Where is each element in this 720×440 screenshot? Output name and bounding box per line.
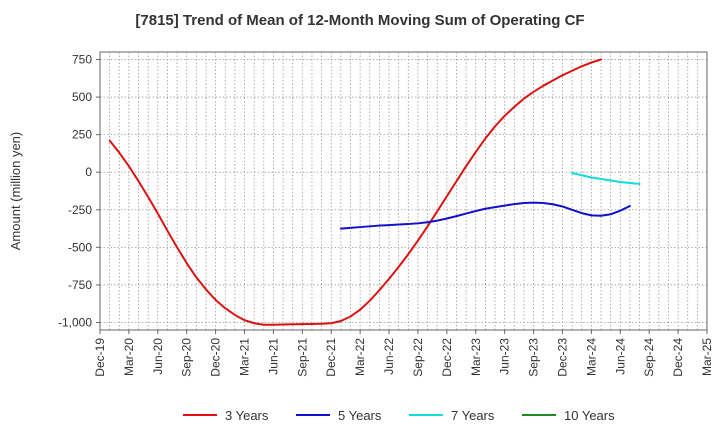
series-line-7-years [571, 171, 641, 185]
y-tick-label: 250 [72, 128, 92, 142]
x-tick-label: Mar-24 [584, 338, 598, 376]
y-tick-label: -500 [68, 240, 92, 254]
y-tick-label: 0 [85, 165, 92, 179]
x-tick-label: Sep-21 [295, 338, 309, 377]
plot-border [99, 51, 708, 331]
x-tick-label: Mar-20 [122, 338, 136, 376]
x-tick-label: Mar-25 [700, 338, 714, 376]
legend-label-3-years: 3 Years [225, 408, 269, 423]
legend-label-7-years: 7 Years [451, 408, 495, 423]
x-tick-label: Sep-23 [527, 338, 541, 377]
series-layer [108, 58, 641, 326]
y-tick-label: -750 [68, 278, 92, 292]
legend-label-10-years: 10 Years [564, 408, 615, 423]
x-tick-label: Jun-22 [382, 338, 396, 375]
x-tick-label: Dec-21 [324, 338, 338, 377]
y-tick-label: -1,000 [58, 315, 92, 329]
series-line-5-years [339, 201, 631, 230]
x-tick-label: Dec-20 [209, 338, 223, 377]
y-tick-label: 750 [72, 53, 92, 67]
x-tick-label: Mar-22 [353, 338, 367, 376]
x-axis: Dec-19 Mar-20 Jun-20 Sep-20 Dec-20 Mar-21 Jun-… [93, 330, 714, 377]
plot-area [100, 52, 707, 330]
legend: 3 Years 5 Years 7 Years 10 Years [183, 408, 615, 423]
legend-label-5-years: 5 Years [338, 408, 382, 423]
y-tick-label: 500 [72, 90, 92, 104]
x-tick-label: Mar-21 [238, 338, 252, 376]
grid [100, 52, 707, 330]
y-tick-label: -250 [68, 203, 92, 217]
x-tick-label: Dec-19 [93, 338, 107, 377]
series-line-3-years [108, 58, 603, 326]
x-tick-label: Sep-24 [642, 338, 656, 377]
chart-title: [7815] Trend of Mean of 12-Month Moving … [135, 12, 585, 29]
y-axis: 750 500 250 0 -250 -500 -750 -1,000 [58, 53, 100, 329]
x-tick-label: Jun-21 [266, 338, 280, 375]
y-axis-label: Amount (million yen) [8, 132, 23, 251]
x-tick-label: Jun-24 [613, 338, 627, 375]
x-tick-label: Dec-22 [440, 338, 454, 377]
x-tick-label: Jun-20 [151, 338, 165, 375]
x-tick-label: Mar-23 [469, 338, 483, 376]
x-tick-label: Sep-22 [411, 338, 425, 377]
x-tick-label: Sep-20 [180, 338, 194, 377]
x-tick-label: Jun-23 [498, 338, 512, 375]
x-tick-label: Dec-24 [671, 338, 685, 377]
x-tick-label: Dec-23 [555, 338, 569, 377]
